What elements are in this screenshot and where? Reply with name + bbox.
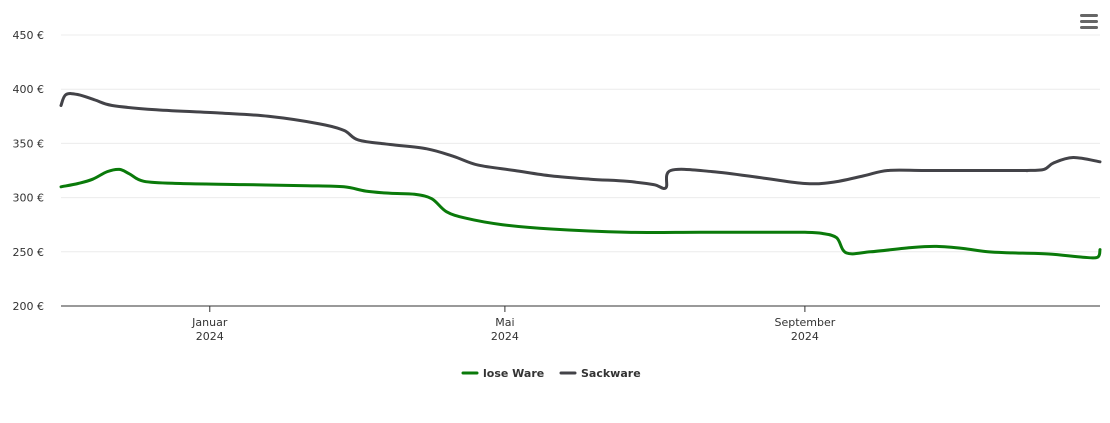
menu-bar <box>1080 20 1098 23</box>
y-axis-tick-labels: 200 € 250 € 300 € 350 € 400 € 450 € <box>13 29 45 313</box>
menu-bar <box>1080 14 1098 17</box>
y-tick-label: 450 € <box>13 29 45 42</box>
x-tick-year: 2024 <box>491 330 519 343</box>
y-tick-label: 200 € <box>13 300 45 313</box>
x-tick-year: 2024 <box>791 330 819 343</box>
series-lines <box>59 92 1102 260</box>
gridlines <box>61 34 1100 253</box>
series-line-1[interactable] <box>59 92 1102 190</box>
y-tick-label: 350 € <box>13 137 45 150</box>
legend-label: Sackware <box>581 367 641 380</box>
legend-item-0[interactable]: lose Ware <box>461 367 544 380</box>
legend-label: lose Ware <box>483 367 544 380</box>
x-tick-month: September <box>774 316 835 329</box>
y-tick-label: 300 € <box>13 192 45 205</box>
legend-item-1[interactable]: Sackware <box>559 367 641 380</box>
y-tick-label: 250 € <box>13 246 45 259</box>
x-tick-month: Januar <box>191 316 228 329</box>
x-tick-year: 2024 <box>196 330 224 343</box>
y-tick-label: 400 € <box>13 83 45 96</box>
hamburger-menu-icon[interactable] <box>1080 14 1098 30</box>
menu-bar <box>1080 26 1098 29</box>
legend[interactable]: lose Ware Sackware <box>461 367 641 380</box>
x-tick-month: Mai <box>495 316 514 329</box>
series-line-0[interactable] <box>59 167 1102 260</box>
